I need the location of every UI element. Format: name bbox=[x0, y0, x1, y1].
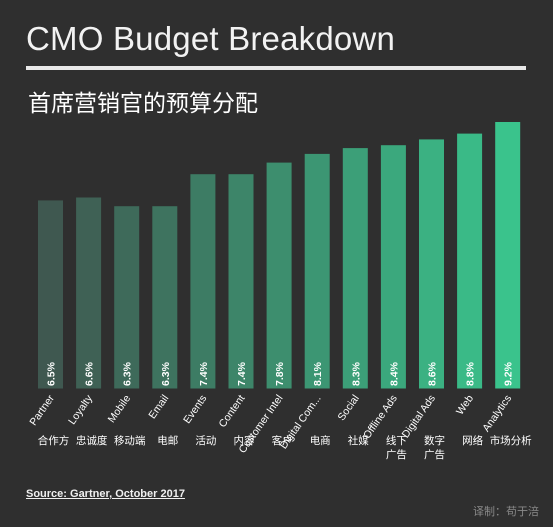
category-label: Web bbox=[454, 393, 476, 418]
bars-group bbox=[38, 122, 521, 389]
category-label-cn: 数字 bbox=[424, 434, 445, 447]
data-label: 8.4% bbox=[388, 361, 400, 386]
category-label-cn: 电邮 bbox=[157, 434, 178, 447]
data-label: 7.8% bbox=[274, 361, 286, 386]
bar bbox=[304, 153, 330, 389]
bar bbox=[38, 200, 63, 389]
category-label-cn: 广告 bbox=[386, 448, 407, 461]
data-label: 6.3% bbox=[122, 361, 134, 386]
data-label: 9.2% bbox=[503, 361, 515, 386]
category-label-cn: 忠诚度 bbox=[76, 434, 108, 447]
translation-credit: 译制：苟于涪 bbox=[473, 505, 539, 518]
data-label: 8.6% bbox=[427, 361, 439, 386]
category-label-cn: 内容 bbox=[234, 434, 255, 447]
data-label: 8.1% bbox=[312, 361, 324, 386]
bar bbox=[114, 206, 140, 389]
chart-subtitle: 首席营销官的预算分配 bbox=[28, 90, 258, 116]
category-label: Loyalty bbox=[66, 392, 95, 427]
data-label: 8.3% bbox=[350, 361, 362, 386]
bar bbox=[495, 122, 521, 389]
category-label: Email bbox=[146, 393, 171, 421]
category-label: Offline Ads bbox=[361, 393, 400, 441]
bar bbox=[152, 206, 178, 389]
bar bbox=[419, 139, 444, 389]
source-note: Source: Gartner, October 2017 bbox=[26, 488, 185, 500]
data-label: 6.5% bbox=[46, 361, 58, 386]
data-label: 7.4% bbox=[236, 361, 248, 386]
category-label-cn: 线下 bbox=[386, 434, 407, 447]
bar bbox=[76, 197, 102, 389]
data-label: 7.4% bbox=[198, 361, 210, 386]
data-label: 8.8% bbox=[465, 361, 477, 386]
category-label: Events bbox=[181, 393, 209, 426]
category-label: Analytics bbox=[480, 393, 514, 434]
data-label: 6.6% bbox=[84, 361, 96, 386]
category-label-cn: 电商 bbox=[310, 434, 331, 447]
category-label-cn: 网络 bbox=[462, 434, 483, 447]
chart-title: CMO Budget Breakdown bbox=[26, 20, 396, 57]
category-label-cn: 移动端 bbox=[114, 434, 146, 447]
category-label-cn: 市场分析 bbox=[490, 434, 532, 447]
category-label: Digital Ads bbox=[400, 393, 438, 441]
title-divider bbox=[26, 66, 526, 70]
category-label: Partner bbox=[27, 392, 57, 428]
category-label-cn: 社媒 bbox=[348, 434, 369, 447]
category-label-cn: 活动 bbox=[195, 435, 216, 447]
value-labels-group: 6.5% 6.6% 6.3% 6.3% 7.4% 7.4% 7.8% 8.1% 8.3% 8.4%… bbox=[46, 361, 515, 386]
category-label-cn: 客户 bbox=[272, 434, 293, 447]
category-label: Mobile bbox=[106, 393, 134, 425]
category-label: Social bbox=[336, 393, 362, 423]
bar bbox=[266, 162, 292, 389]
bar bbox=[228, 174, 254, 389]
category-label-cn: 合作方 bbox=[38, 434, 70, 447]
bar bbox=[457, 133, 483, 389]
data-label: 6.3% bbox=[160, 361, 172, 386]
category-label: Content bbox=[217, 393, 248, 430]
bar bbox=[342, 148, 368, 389]
bar bbox=[190, 174, 216, 389]
bar bbox=[380, 145, 406, 389]
category-label-cn: 广告 bbox=[424, 448, 445, 461]
